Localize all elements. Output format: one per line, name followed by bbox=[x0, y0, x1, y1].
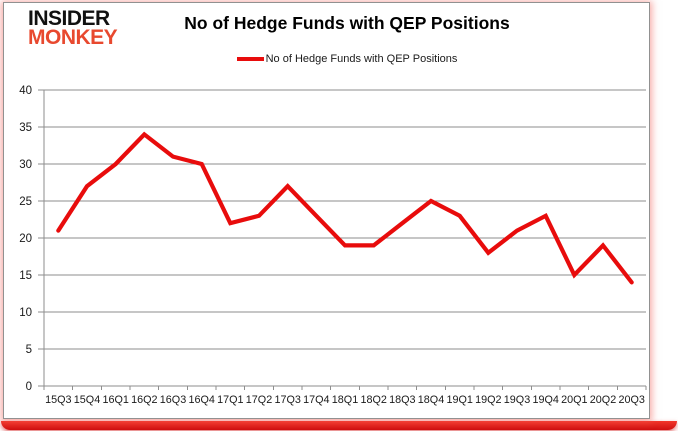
x-tick-label: 16Q1 bbox=[102, 394, 128, 406]
x-tick-label: 17Q4 bbox=[303, 394, 329, 406]
x-tick-label: 17Q2 bbox=[246, 394, 272, 406]
y-tick-label: 0 bbox=[26, 381, 32, 393]
y-tick-label: 25 bbox=[19, 196, 32, 208]
chart-title: No of Hedge Funds with QEP Positions bbox=[184, 13, 510, 33]
x-tick-label: 18Q1 bbox=[332, 394, 358, 406]
legend: No of Hedge Funds with QEP Positions bbox=[46, 53, 648, 65]
logo-monkey-text: MONKEY bbox=[28, 26, 118, 50]
x-tick-label: 16Q2 bbox=[131, 394, 157, 406]
x-tick-label: 17Q1 bbox=[217, 394, 243, 406]
y-tick-label: 10 bbox=[19, 307, 32, 319]
x-tick-label: 15Q3 bbox=[45, 394, 71, 406]
x-tick-label: 18Q3 bbox=[389, 394, 415, 406]
x-tick-label: 18Q4 bbox=[418, 394, 444, 406]
x-tick-label: 16Q4 bbox=[188, 394, 214, 406]
x-tick-label: 20Q1 bbox=[561, 394, 587, 406]
logo-insider-text: INSIDER bbox=[28, 7, 110, 30]
legend-label: No of Hedge Funds with QEP Positions bbox=[265, 53, 458, 65]
y-tick-label: 40 bbox=[19, 85, 32, 97]
x-tick-label: 20Q3 bbox=[618, 394, 644, 406]
x-tick-label: 16Q3 bbox=[160, 394, 186, 406]
x-tick-label: 19Q1 bbox=[446, 394, 472, 406]
legend-line-swatch bbox=[236, 57, 264, 61]
series-line bbox=[56, 131, 634, 285]
x-tick-label: 19Q4 bbox=[532, 394, 558, 406]
x-tick-label: 19Q2 bbox=[475, 394, 501, 406]
x-tick-label: 18Q2 bbox=[360, 394, 386, 406]
x-tick-label: 19Q3 bbox=[504, 394, 530, 406]
y-tick-label: 35 bbox=[19, 122, 32, 134]
y-tick-label: 5 bbox=[26, 344, 32, 356]
y-tick-label: 20 bbox=[19, 233, 32, 245]
y-tick-label: 15 bbox=[19, 270, 32, 282]
x-tick-label: 15Q4 bbox=[74, 394, 100, 406]
insider-monkey-logo: INSIDER MONKEY bbox=[28, 7, 118, 50]
x-tick-label: 20Q2 bbox=[590, 394, 616, 406]
x-tick-label: 17Q3 bbox=[274, 394, 300, 406]
red-bottom-bar bbox=[1, 421, 677, 430]
y-tick-label: 30 bbox=[19, 159, 32, 171]
